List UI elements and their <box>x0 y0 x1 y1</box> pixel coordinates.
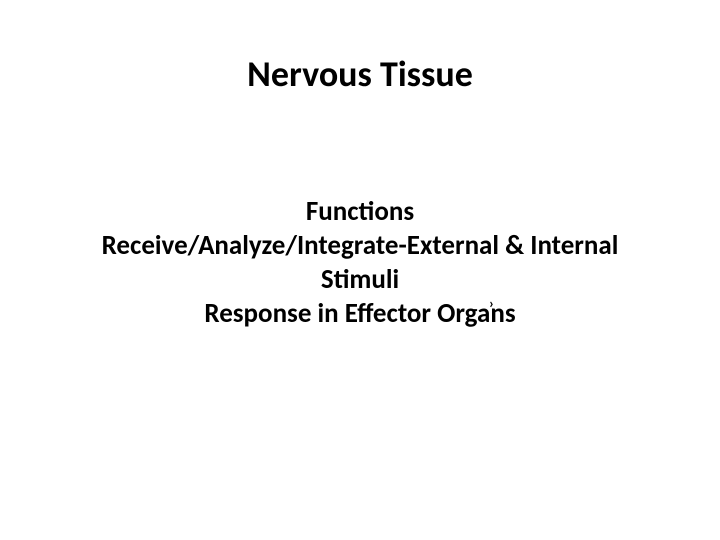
slide-title: Nervous Tissue <box>0 52 720 96</box>
body-line-2: Stimuli <box>0 263 720 297</box>
body-line-3: Response in Effector Organs <box>0 297 720 331</box>
functions-subtitle: Functions <box>0 195 720 229</box>
slide-body: Functions Receive/Analyze/Integrate-Exte… <box>0 195 720 331</box>
cursor-glyph: › <box>489 295 494 312</box>
body-line-1: Receive/Analyze/Integrate-External & Int… <box>0 229 720 263</box>
